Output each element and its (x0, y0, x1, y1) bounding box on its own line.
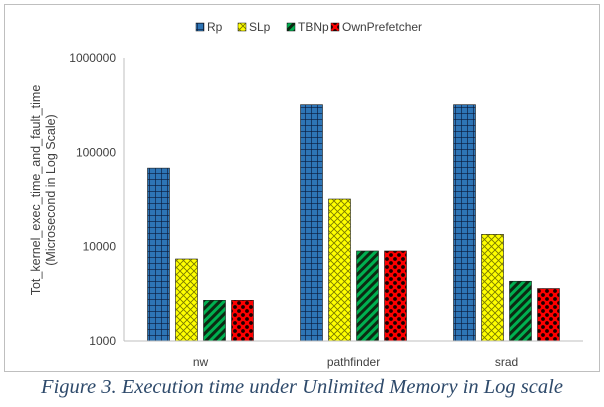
y-axis-ticks: 1000 10000 100000 1000000 (69, 51, 116, 348)
bar-tbnp-srad (509, 280, 532, 342)
chart-svg: Rp SLp TBNp OwnPrefetcher Tot_kernel_exec_t… (29, 20, 583, 369)
x-tick-label-pathfinder: pathfinder (327, 355, 380, 369)
y-axis-title: Tot_kernel_exec_time_and_fault_time (29, 85, 43, 296)
y-axis-subtitle: (Microsecond in Log Scale) (44, 114, 58, 265)
figure-caption: Figure 3. Execution time under Unlimited… (41, 376, 563, 398)
bar-rp-srad (453, 104, 476, 342)
y-tick-label: 10000 (83, 240, 117, 254)
bar-rp-pathfinder (300, 104, 323, 342)
y-tick-label: 100000 (76, 145, 116, 159)
legend-swatch-ownprefetcher (330, 22, 340, 32)
x-axis-labels: nw pathfinder srad (193, 355, 518, 369)
x-tick-label-nw: nw (193, 355, 209, 369)
bars (147, 104, 560, 342)
legend-swatch-tbnp (286, 22, 296, 32)
y-tick-label: 1000 (89, 334, 116, 348)
bar-ownprefetcher-pathfinder (384, 250, 407, 342)
x-tick-label-srad: srad (495, 355, 518, 369)
legend-swatch-rp (195, 22, 205, 32)
legend-swatch-slp (237, 22, 247, 32)
bar-slp-nw (175, 258, 198, 342)
bar-slp-srad (481, 234, 504, 342)
y-tick-label: 1000000 (69, 51, 116, 65)
bar-rp-nw (147, 167, 170, 342)
bar-ownprefetcher-srad (537, 288, 560, 342)
legend-label-tbnp: TBNp (298, 20, 329, 34)
bar-ownprefetcher-nw (231, 300, 254, 342)
legend: Rp SLp TBNp OwnPrefetcher (195, 20, 422, 34)
bar-tbnp-nw (203, 300, 226, 342)
legend-label-slp: SLp (249, 20, 271, 34)
legend-label-ownprefetcher: OwnPrefetcher (342, 20, 422, 34)
chart-frame: Rp SLp TBNp OwnPrefetcher Tot_kernel_exec_t… (4, 4, 600, 372)
legend-label-rp: Rp (207, 20, 223, 34)
bar-slp-pathfinder (328, 198, 351, 342)
bar-tbnp-pathfinder (356, 250, 379, 342)
